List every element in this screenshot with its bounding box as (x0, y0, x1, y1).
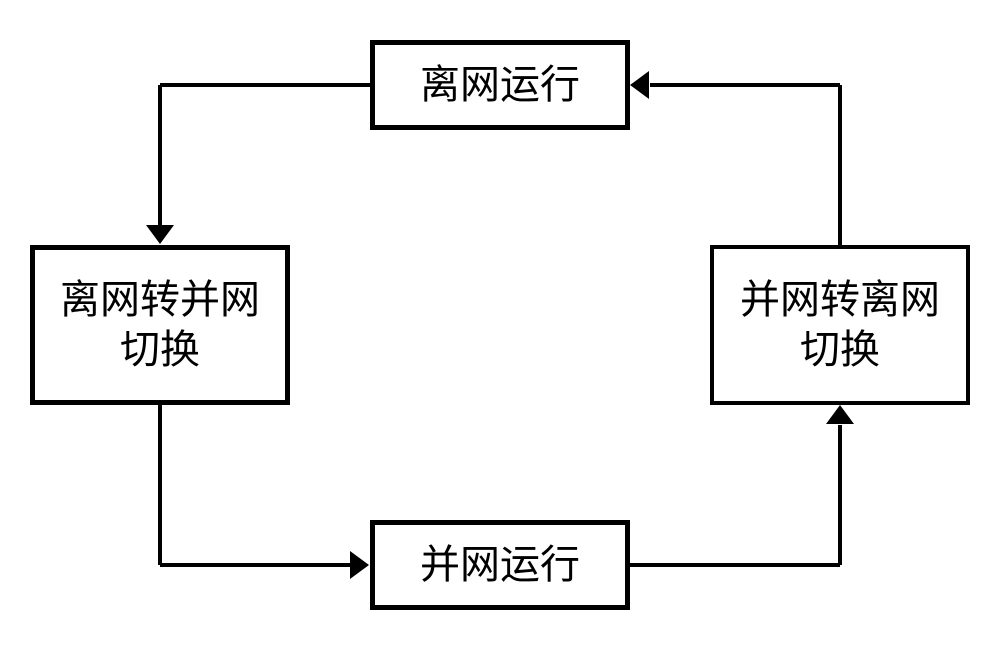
arrow-head (826, 405, 854, 424)
edge-segment (838, 85, 842, 245)
node-offgrid-operation: 离网运行 (370, 40, 630, 130)
diagram-canvas: 离网运行 并网转离网 切换 并网运行 离网转并网 切换 (0, 0, 1000, 653)
node-grid-operation: 并网运行 (370, 520, 630, 610)
arrow-head (146, 225, 174, 244)
edge-segment (158, 405, 162, 565)
edge-segment (838, 425, 842, 565)
edge-segment (160, 83, 370, 87)
node-label: 并网转离网 切换 (740, 275, 940, 375)
edge-segment (158, 85, 162, 225)
node-label: 并网运行 (420, 540, 580, 590)
node-grid-to-offgrid-switch: 并网转离网 切换 (710, 245, 970, 405)
node-label: 离网转并网 切换 (60, 275, 260, 375)
edge-segment (160, 563, 350, 567)
edge-segment (650, 83, 840, 87)
node-offgrid-to-grid-switch: 离网转并网 切换 (30, 245, 290, 405)
edge-segment (630, 563, 840, 567)
arrow-head (350, 551, 369, 579)
arrow-head (630, 71, 649, 99)
node-label: 离网运行 (420, 60, 580, 110)
